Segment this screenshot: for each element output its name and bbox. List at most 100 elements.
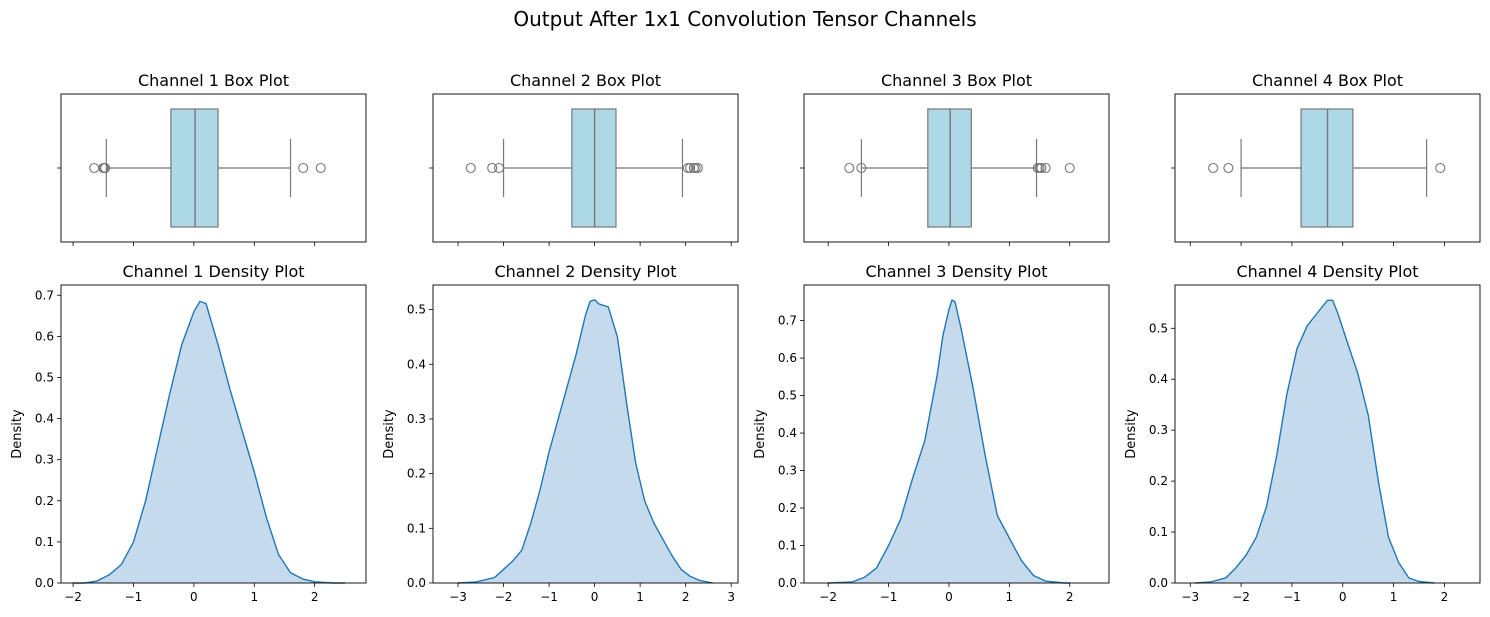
- density-xtick-label: 0: [190, 590, 198, 604]
- density-xtick-label: −1: [1283, 590, 1301, 604]
- box-title-4: Channel 4 Box Plot: [1252, 71, 1403, 90]
- density-ytick-label: 0.4: [1149, 372, 1168, 386]
- density-ytick-label: 0.2: [778, 501, 797, 515]
- density-ytick-label: 0.7: [35, 288, 54, 302]
- density-ytick-label: 0.6: [778, 351, 797, 365]
- outlier-point: [1036, 162, 1047, 174]
- outlier-point: [89, 162, 100, 174]
- density-xtick-label: 0: [945, 590, 953, 604]
- density-ytick-label: 0.5: [35, 370, 54, 384]
- density-area: [73, 301, 345, 583]
- box-title-3: Channel 3 Box Plot: [881, 71, 1032, 90]
- density-ytick-label: 0.7: [778, 314, 797, 328]
- density-frame: [432, 284, 739, 584]
- outlier-point: [692, 162, 703, 174]
- density-xtick-label: −3: [1181, 590, 1199, 604]
- density-xtick-label: −1: [540, 590, 558, 604]
- density-frame: [60, 284, 367, 584]
- density-ylabel: Density: [1124, 409, 1139, 459]
- outlier-point: [1208, 162, 1219, 174]
- density-xtick-label: 2: [1441, 590, 1449, 604]
- density-ytick-label: 0.4: [407, 357, 426, 371]
- figure-title: Output After 1x1 Convolution Tensor Chan…: [513, 7, 976, 31]
- density-ytick-label: 0.4: [778, 426, 797, 440]
- density-ytick-label: 0.3: [1149, 423, 1168, 437]
- density-title-4: Channel 4 Density Plot: [1236, 262, 1418, 281]
- density-title-1: Channel 1 Density Plot: [122, 262, 304, 281]
- density-xtick-label: 0: [1339, 590, 1347, 604]
- density-ytick-label: 0.0: [35, 576, 54, 590]
- density-ytick-label: 0.2: [407, 467, 426, 481]
- outlier-point: [1040, 162, 1051, 174]
- density-panel-3: Channel 3 Density Plot −2 −1 0 1 2 0.0 0.1 0.2 0.…: [753, 262, 1110, 604]
- density-xtick-label: −2: [819, 590, 837, 604]
- density-xtick-label: 1: [250, 590, 258, 604]
- density-ytick-label: 0.2: [35, 494, 54, 508]
- box-frame: [803, 93, 1110, 243]
- box-frame: [60, 93, 367, 243]
- density-panel-2: Channel 2 Density Plot −3 −2 −1 0 1 2 3 0.0 0.1 0.…: [382, 262, 739, 604]
- density-xtick-label: 2: [682, 590, 690, 604]
- density-xtick-label: 1: [1006, 590, 1014, 604]
- density-frame: [803, 284, 1110, 584]
- density-ytick-label: 0.1: [407, 521, 426, 535]
- density-xtick-label: 3: [727, 590, 735, 604]
- density-line: [1195, 299, 1435, 584]
- density-ytick-label: 0.1: [1149, 525, 1168, 539]
- outlier-point: [298, 162, 309, 174]
- outlier-point: [685, 162, 696, 174]
- density-ylabel: Density: [382, 409, 397, 459]
- density-ytick-label: 0.4: [35, 412, 54, 426]
- density-ytick-label: 0.1: [778, 539, 797, 553]
- density-panel-1: Channel 1 Density Plot −2 −1 0 1 2 0.0 0.1 0.2 0.…: [10, 262, 367, 604]
- density-ytick-label: 0.3: [778, 464, 797, 478]
- density-ytick-label: 0.3: [407, 412, 426, 426]
- box-panel-1: Channel 1 Box Plot: [57, 71, 367, 246]
- box-title-2: Channel 2 Box Plot: [510, 71, 661, 90]
- outlier-point: [315, 162, 326, 174]
- box-frame: [432, 93, 739, 243]
- density-xtick-label: −1: [125, 590, 143, 604]
- box-frame: [1174, 93, 1481, 243]
- outlier-point: [1223, 162, 1234, 174]
- density-area: [1195, 300, 1435, 583]
- box-panel-2: Channel 2 Box Plot: [429, 71, 739, 246]
- density-ylabel: Density: [10, 409, 25, 459]
- density-ytick-label: 0.0: [1149, 576, 1168, 590]
- outlier-point: [100, 162, 111, 174]
- density-ytick-label: 0.6: [35, 329, 54, 343]
- outlier-point: [844, 162, 855, 174]
- density-xtick-label: −2: [495, 590, 513, 604]
- density-xtick-label: −2: [1232, 590, 1250, 604]
- density-ylabel: Density: [753, 409, 768, 459]
- density-ytick-label: 0.2: [1149, 474, 1168, 488]
- density-frame: [1174, 284, 1481, 584]
- density-ytick-label: 0.5: [407, 303, 426, 317]
- density-xtick-label: 1: [1390, 590, 1398, 604]
- density-xtick-label: 1: [636, 590, 644, 604]
- outlier-point: [856, 162, 867, 174]
- density-ytick-label: 0.0: [407, 576, 426, 590]
- outlier-point: [493, 162, 505, 174]
- density-xtick-label: −2: [64, 590, 82, 604]
- density-area: [458, 299, 713, 583]
- outlier-point: [487, 162, 498, 174]
- box-title-1: Channel 1 Box Plot: [138, 71, 289, 90]
- density-ytick-label: 0.1: [35, 535, 54, 549]
- outlier-point: [1064, 162, 1075, 174]
- outlier-point: [465, 162, 476, 174]
- density-panel-4: Channel 4 Density Plot −3 −2 −1 0 1 2 0.0 0.1 0.2…: [1124, 262, 1481, 604]
- density-xtick-label: −1: [880, 590, 898, 604]
- density-ytick-label: 0.5: [778, 389, 797, 403]
- density-xtick-label: −3: [449, 590, 467, 604]
- outlier-point: [1435, 162, 1446, 174]
- density-xtick-label: 2: [1066, 590, 1074, 604]
- density-line: [457, 299, 714, 584]
- density-ytick-label: 0.5: [1149, 321, 1168, 335]
- density-title-3: Channel 3 Density Plot: [865, 262, 1047, 281]
- density-line: [828, 299, 1070, 584]
- panels: Channel 1 Box Plot Channel 1 Density Plot…: [10, 71, 1481, 604]
- density-line: [73, 300, 345, 584]
- density-title-2: Channel 2 Density Plot: [494, 262, 676, 281]
